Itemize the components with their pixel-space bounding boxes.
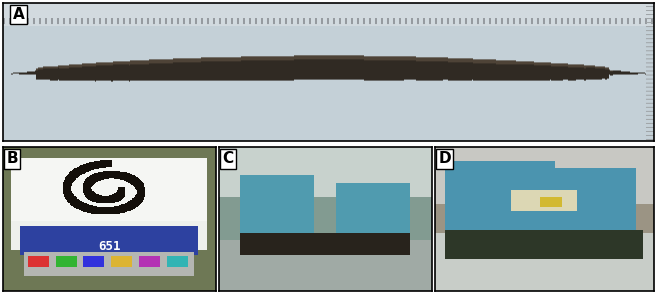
Text: 651: 651 — [99, 240, 121, 253]
Text: B: B — [6, 151, 18, 166]
Text: A: A — [12, 7, 24, 22]
Text: D: D — [438, 151, 451, 166]
Text: C: C — [222, 151, 233, 166]
